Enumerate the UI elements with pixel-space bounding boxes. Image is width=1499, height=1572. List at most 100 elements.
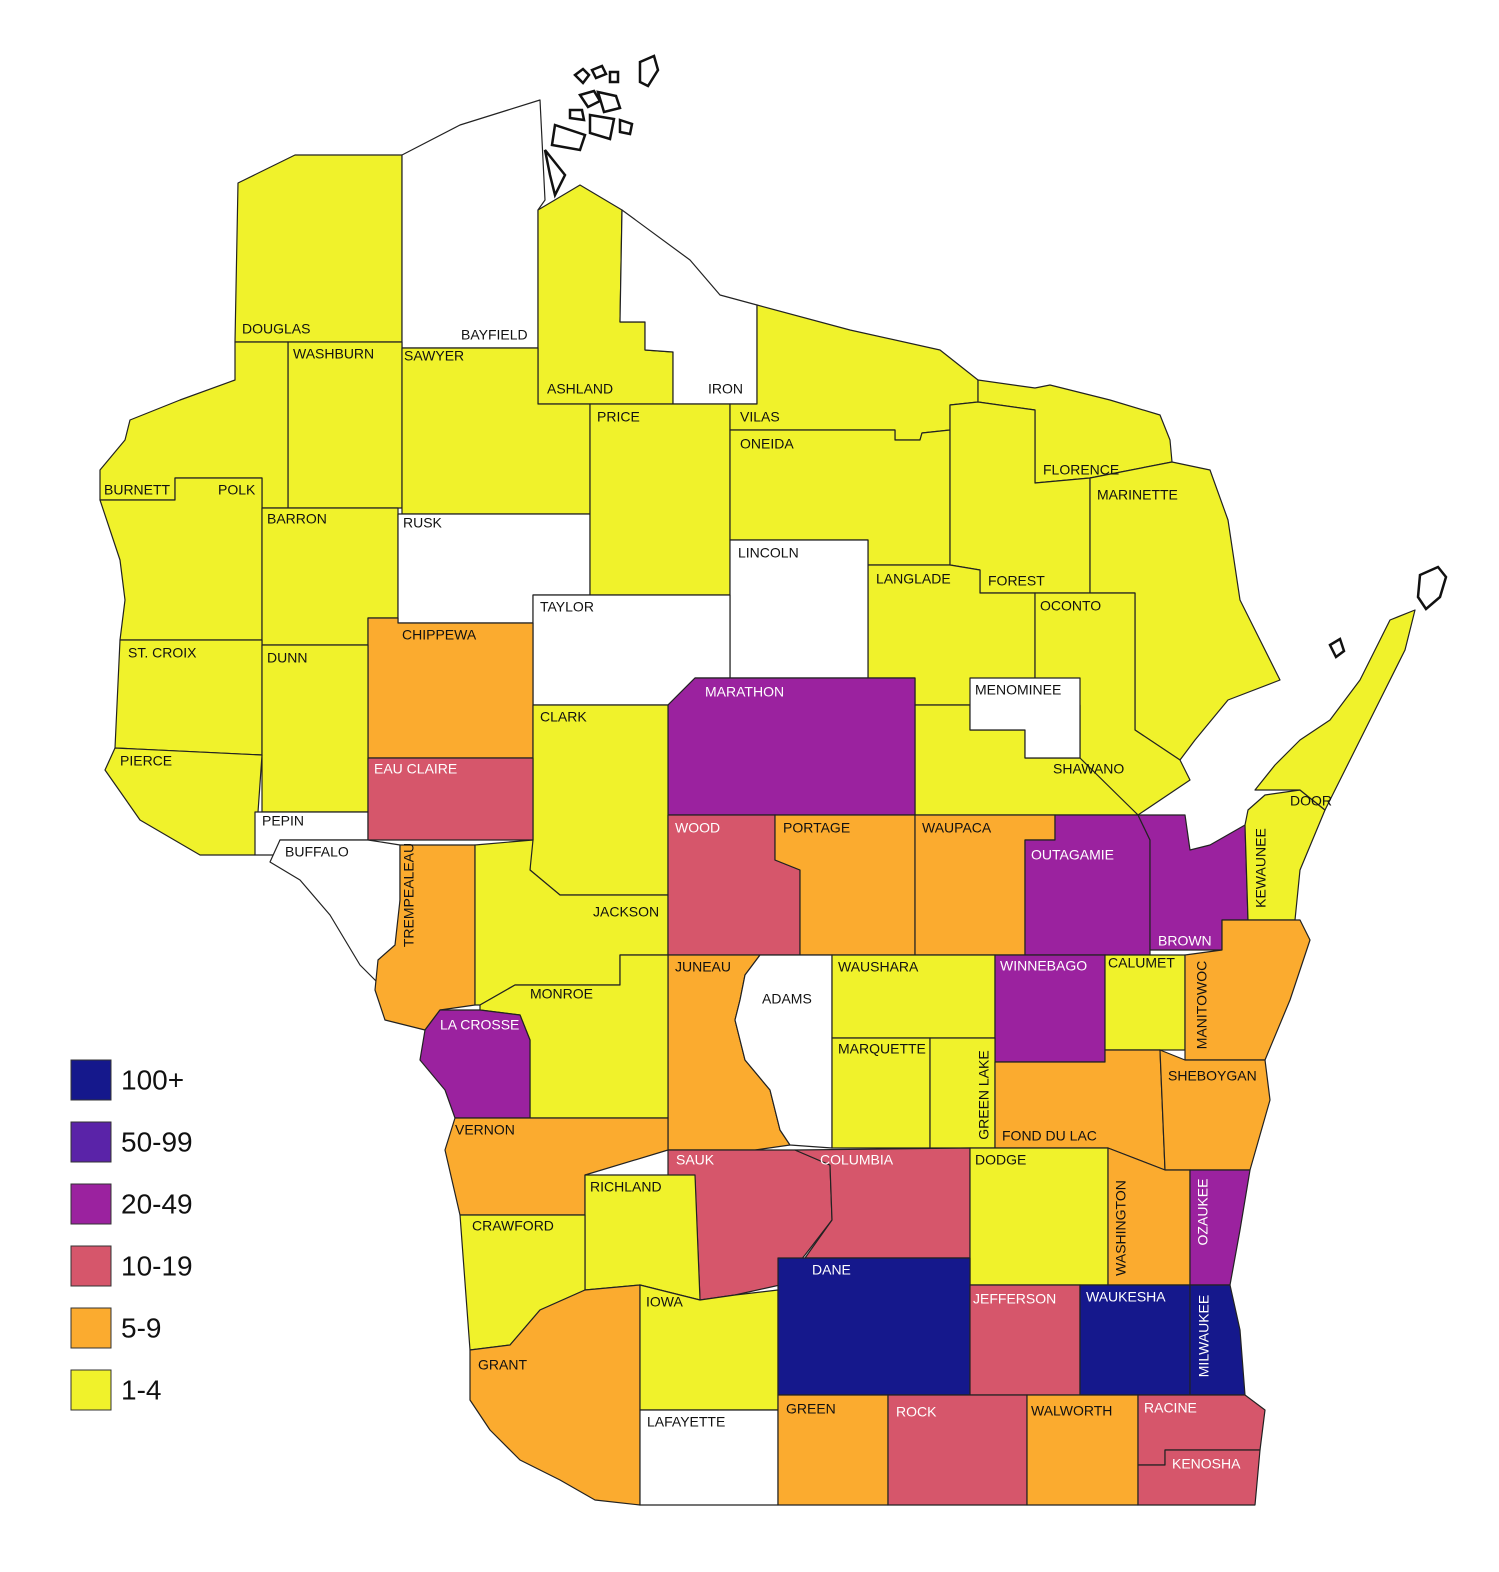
- county: [269, 839, 401, 986]
- county-label: WASHINGTON: [1113, 1180, 1129, 1276]
- county-label: ST. CROIX: [128, 645, 197, 661]
- legend-swatch: [70, 1121, 112, 1163]
- county-label: WINNEBAGO: [1000, 958, 1087, 974]
- county-label: RUSK: [403, 515, 443, 531]
- county-label: BROWN: [1158, 933, 1212, 949]
- county-label: WAUKESHA: [1086, 1289, 1166, 1305]
- county-label: VERNON: [455, 1122, 515, 1138]
- legend-swatch: [70, 1183, 112, 1225]
- county: [589, 403, 731, 596]
- county-label: OUTAGAMIE: [1031, 847, 1114, 863]
- legend-swatch: [70, 1245, 112, 1287]
- legend-label: 20-49: [121, 1188, 193, 1219]
- county-label: LA CROSSE: [440, 1017, 519, 1033]
- county-label: DOUGLAS: [242, 321, 310, 337]
- county-label: MARATHON: [705, 684, 784, 700]
- county: [469, 1284, 641, 1506]
- county-label: CLARK: [540, 709, 587, 725]
- county: [969, 1147, 1109, 1286]
- legend-label: 10-19: [121, 1250, 193, 1281]
- county-label: WAUSHARA: [838, 959, 919, 975]
- county-label: DODGE: [975, 1152, 1026, 1168]
- county-label: BARRON: [267, 511, 327, 527]
- county-label: BUFFALO: [285, 844, 349, 860]
- legend-label: 100+: [121, 1064, 184, 1095]
- county-label: POLK: [218, 482, 256, 498]
- county-label: PEPIN: [262, 813, 304, 829]
- legend: 100+ 50-99 20-49 10-19 5-9 1-4: [70, 1059, 193, 1411]
- county-label: WALWORTH: [1031, 1403, 1112, 1419]
- island-outline: [1328, 565, 1448, 659]
- island-outline: [543, 54, 660, 199]
- county-label: CALUMET: [1108, 955, 1175, 971]
- county-label: MENOMINEE: [975, 682, 1061, 698]
- county-label: MONROE: [530, 986, 593, 1002]
- county-label: VILAS: [740, 409, 780, 425]
- county: [1137, 1449, 1261, 1506]
- county: [529, 704, 669, 896]
- legend-swatch: [70, 1369, 112, 1411]
- county: [777, 1257, 971, 1396]
- county-label: SAWYER: [404, 348, 464, 364]
- county-label: MANITOWOC: [1194, 961, 1210, 1049]
- county-label: WASHBURN: [293, 346, 374, 362]
- county-label: GREEN LAKE: [976, 1050, 992, 1139]
- legend-label: 5-9: [121, 1312, 161, 1343]
- county-label: FOND DU LAC: [1002, 1128, 1097, 1144]
- county-label: SAUK: [676, 1152, 715, 1168]
- county-label: LAFAYETTE: [647, 1414, 725, 1430]
- county-label: EAU CLAIRE: [374, 761, 457, 777]
- county-label: KENOSHA: [1172, 1456, 1241, 1472]
- county-label: PORTAGE: [783, 820, 850, 836]
- county-label: DANE: [812, 1262, 851, 1278]
- county-label: OZAUKEE: [1195, 1179, 1211, 1246]
- county-label: FLORENCE: [1043, 462, 1119, 478]
- county-label: LINCOLN: [738, 545, 799, 561]
- county: [104, 747, 263, 856]
- county-label: IRON: [708, 381, 743, 397]
- county: [1189, 1284, 1246, 1396]
- county: [287, 341, 403, 509]
- county: [1254, 609, 1416, 811]
- county-label: WAUPACA: [922, 820, 992, 836]
- county: [234, 154, 403, 343]
- county-label: GRANT: [478, 1357, 527, 1373]
- county-label: BAYFIELD: [461, 327, 528, 343]
- county-label: TREMPEALEAU: [401, 843, 417, 947]
- county-label: GREEN: [786, 1401, 836, 1417]
- county-label: PIERCE: [120, 753, 172, 769]
- county: [99, 477, 263, 641]
- county-label: JEFFERSON: [973, 1291, 1056, 1307]
- county-label: BURNETT: [104, 482, 171, 498]
- county-label: DOOR: [1290, 793, 1332, 809]
- county-label: MILWAUKEE: [1196, 1295, 1212, 1377]
- county-label: CRAWFORD: [472, 1218, 554, 1234]
- legend-swatch: [70, 1307, 112, 1349]
- county-label: MARQUETTE: [838, 1041, 926, 1057]
- counties: [99, 99, 1416, 1506]
- county-label: JUNEAU: [675, 959, 731, 975]
- county-label: DUNN: [267, 650, 307, 666]
- county: [401, 99, 546, 349]
- county-labels: DOUGLAS BAYFIELD ASHLAND IRON WASHBURN SAWYER…: [104, 321, 1332, 1472]
- county-label: RICHLAND: [590, 1179, 662, 1195]
- county-label: PRICE: [597, 409, 640, 425]
- county-label: FOREST: [988, 573, 1045, 589]
- county-label: ASHLAND: [547, 381, 613, 397]
- county-label: ADAMS: [762, 991, 812, 1007]
- county: [1189, 1169, 1251, 1286]
- county-label: MARINETTE: [1097, 487, 1178, 503]
- county-label: RACINE: [1144, 1400, 1197, 1416]
- legend-label: 50-99: [121, 1126, 193, 1157]
- county-label: IOWA: [646, 1294, 683, 1310]
- county: [969, 677, 1081, 759]
- county-label: COLUMBIA: [820, 1152, 894, 1168]
- county-label: LANGLADE: [876, 571, 951, 587]
- county-label: ONEIDA: [740, 436, 794, 452]
- county-label: CHIPPEWA: [402, 627, 477, 643]
- county-label: TAYLOR: [540, 599, 594, 615]
- county-label: OCONTO: [1040, 598, 1101, 614]
- county-label: WOOD: [675, 820, 720, 836]
